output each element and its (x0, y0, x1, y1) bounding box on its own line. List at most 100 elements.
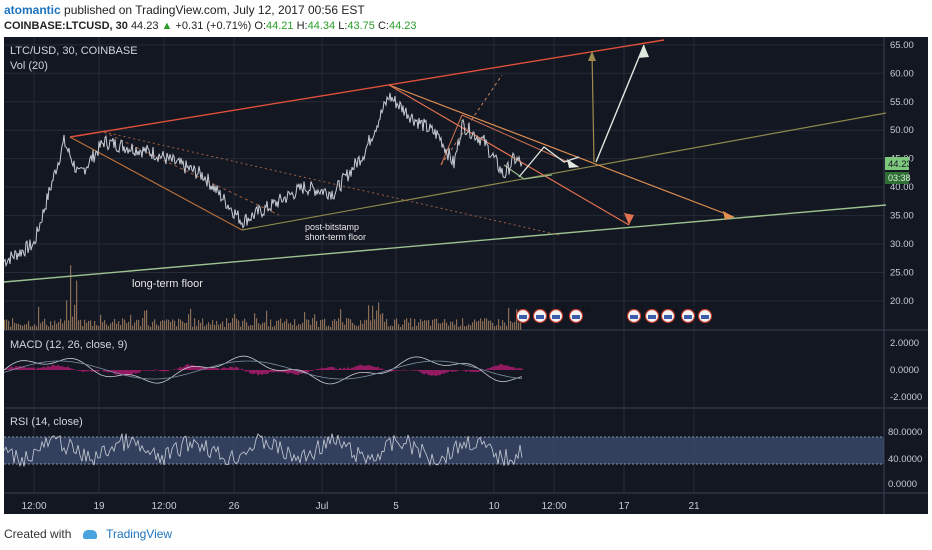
descend-arrow-head (723, 211, 734, 220)
volume-bar (200, 322, 202, 330)
volume-bar (508, 307, 510, 330)
time-tick-1: 19 (93, 501, 105, 512)
volume-bar (236, 318, 238, 330)
rsi-tick-0: 80.0000 (888, 427, 922, 438)
rsi-line (4, 433, 523, 467)
close-label: C: (377, 20, 389, 32)
volume-bar (452, 321, 454, 330)
volume-bar (182, 321, 184, 330)
volume-bar (264, 322, 266, 330)
close-value: 44.23 (388, 20, 417, 32)
volume-bar (424, 320, 426, 330)
long-dotted-line (103, 131, 560, 236)
chart-panel[interactable]: LTC/USD, 30, COINBASE Vol (20) (4, 37, 928, 514)
volume-bar (464, 326, 466, 330)
volume-bar (454, 324, 456, 330)
price-tick-1: 60.00 (890, 68, 914, 79)
volume-bar (52, 325, 54, 330)
volume-bar (190, 308, 192, 330)
volume-bar (436, 318, 438, 330)
time-tick-8: 17 (618, 501, 630, 512)
volume-bar (172, 319, 174, 330)
volume-bar (254, 313, 256, 330)
volume-bar (384, 321, 386, 330)
volume-bar (284, 321, 286, 330)
volume-bar (420, 319, 422, 330)
volume-bar (218, 324, 220, 330)
volume-bar (502, 320, 504, 330)
tradingview-link[interactable]: TradingView (106, 527, 173, 541)
volume-bar (404, 319, 406, 330)
volume-bar (156, 324, 158, 330)
low-label: L: (338, 20, 348, 32)
volume-bar (194, 318, 196, 330)
volume-bar (434, 318, 436, 330)
volume-bar (276, 320, 278, 330)
volume-bar (494, 326, 496, 330)
volume-bar (328, 325, 330, 330)
volume-bar (408, 322, 410, 330)
volume-bar (132, 325, 134, 330)
volume-bar (208, 322, 210, 330)
volume-bar (164, 320, 166, 330)
volume-bar (456, 319, 458, 330)
volume-bar (114, 318, 116, 330)
volume-bar (274, 325, 276, 330)
event-badge-label: 4 (673, 304, 678, 314)
volume-bar (468, 324, 470, 330)
volume-bar (246, 322, 248, 330)
volume-bar (316, 321, 318, 330)
volume-bar (418, 322, 420, 330)
flag-icon (552, 315, 560, 319)
rsi-tick-1: 40.0000 (888, 454, 922, 465)
flag-icon (664, 315, 672, 319)
volume-bar (334, 319, 336, 330)
volume-bar (298, 323, 300, 330)
volume-bar (94, 320, 96, 330)
volume-bar (248, 326, 250, 330)
annotation-short-term-floor: short-term floor (305, 232, 366, 242)
chart-svg[interactable]: LTC/USD, 30, COINBASE Vol (20) (4, 37, 928, 514)
volume-bar (286, 319, 288, 330)
volume-bar (416, 325, 418, 330)
time-tick-2: 12:00 (151, 501, 176, 512)
volume-bar (280, 318, 282, 330)
author-link[interactable]: atomantic (4, 3, 61, 17)
volume-bar (482, 321, 484, 330)
volume-bar (142, 317, 144, 330)
volume-bar (136, 319, 138, 330)
volume-bar (212, 320, 214, 330)
volume-bar (294, 319, 296, 330)
volume-bar (320, 320, 322, 330)
volume-bar (138, 319, 140, 330)
volume-bar (20, 324, 22, 330)
volume-bar (160, 321, 162, 330)
publish-info: published on TradingView.com, July 12, 2… (64, 3, 365, 17)
volume-bar (444, 318, 446, 330)
volume-bar (290, 322, 292, 330)
volume-bar (352, 322, 354, 330)
volume-bar (504, 322, 506, 330)
volume-bar (422, 321, 424, 330)
volume-bar (356, 326, 358, 330)
volume-bar (440, 323, 442, 330)
volume-bar (84, 319, 86, 330)
volume-bar (96, 325, 98, 330)
rsi-tick-2: 0.0000 (888, 479, 917, 490)
volume-bar (228, 323, 230, 330)
volume-bar (40, 323, 42, 330)
long-term-floor-line (4, 204, 887, 283)
volume-bar (204, 326, 206, 330)
footer: Created with TradingView (4, 527, 172, 541)
volume-bar (270, 319, 272, 330)
volume-bar (500, 326, 502, 330)
tradingview-logo-icon (82, 530, 97, 540)
event-badge-label: 14 (581, 304, 591, 314)
volume-bar (146, 309, 148, 330)
rsi-band (4, 437, 884, 464)
volume-bar (206, 324, 208, 330)
volume-bar (470, 325, 472, 330)
arrow-path-2 (503, 164, 553, 180)
volume-bar (86, 322, 88, 330)
volume-bar (10, 326, 12, 330)
